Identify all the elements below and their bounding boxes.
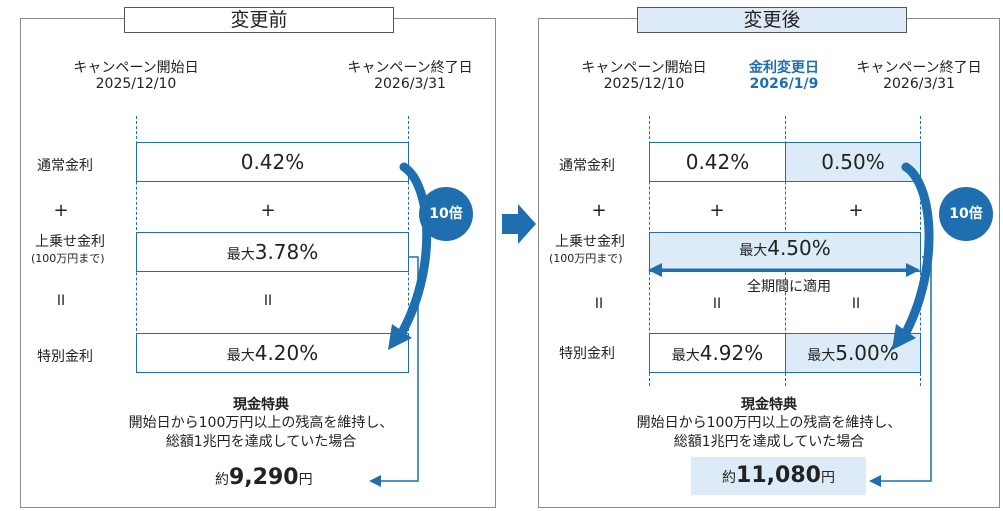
- before-special-rate-label: 特別金利: [37, 349, 93, 365]
- before-bonus-rate-label: 上乗せ金利: [35, 234, 105, 250]
- before-end-label: キャンペーン終了日: [347, 60, 473, 76]
- after-cash-bracket-arrow: [869, 256, 932, 487]
- after-equals-right: II: [851, 296, 861, 312]
- after-cash-amount-box: 約11,080円: [691, 457, 866, 495]
- after-whole-period-right-arrowhead-icon: [906, 263, 920, 277]
- before-special-rate-box: 最大4.20%: [136, 333, 409, 373]
- before-start-dashline: [136, 116, 137, 341]
- after-bonus-rate-value: 4.50%: [767, 236, 831, 260]
- after-special-rate-value-1: 4.92%: [699, 341, 764, 365]
- before-cash-desc-2: 総額1兆円を達成していた場合: [165, 434, 357, 450]
- after-start-label: キャンペーン開始日: [581, 60, 707, 76]
- after-plus-left: +: [591, 200, 607, 221]
- after-plus-mid: +: [709, 200, 725, 221]
- before-normal-rate-value: 0.42%: [240, 150, 305, 174]
- after-whole-period-label: 全期間に適用: [747, 279, 831, 295]
- before-cash-amount-line: 約9,290円: [215, 465, 313, 490]
- before-equals-left: II: [56, 293, 66, 309]
- before-special-max-prefix: 最大: [226, 348, 255, 364]
- before-end-date: 2026/3/31: [374, 76, 446, 92]
- after-normal-rate-box-2: 0.50%: [785, 142, 921, 182]
- after-bonus-rate-box: 最大4.50%: [649, 232, 921, 272]
- before-plus-left: +: [53, 200, 69, 221]
- after-end-date: 2026/3/31: [883, 76, 955, 92]
- after-change-date: 2026/1/9: [749, 76, 819, 92]
- after-equals-left: II: [594, 296, 604, 312]
- before-special-rate-value: 4.20%: [254, 341, 319, 365]
- after-change-label: 金利変更日: [749, 60, 819, 76]
- after-special-rate-box-1: 最大4.92%: [649, 333, 786, 373]
- after-cash-desc-1: 開始日から100万円以上の残高を維持し、: [636, 415, 902, 431]
- before-start-label: キャンペーン開始日: [73, 60, 199, 76]
- after-bonus-rate-note: (100万円まで): [549, 252, 623, 265]
- before-equals-mid: II: [263, 293, 273, 309]
- before-plus-mid: +: [260, 200, 276, 221]
- before-cash-approx: 約: [215, 472, 229, 488]
- before-bonus-max-prefix: 最大: [226, 247, 255, 263]
- after-end-label: キャンペーン終了日: [856, 60, 982, 76]
- after-bonus-max-prefix: 最大: [739, 243, 768, 259]
- after-whole-period-left-arrowhead-icon: [648, 263, 662, 277]
- after-normal-rate-value-2: 0.50%: [821, 150, 885, 174]
- before-multiplier-curve-arrow: [395, 162, 432, 341]
- after-normal-rate-box-1: 0.42%: [649, 142, 786, 182]
- after-cash-amount: 11,080: [736, 463, 821, 488]
- after-equals-mid: II: [712, 296, 722, 312]
- before-bonus-rate-value: 3.78%: [254, 240, 319, 264]
- before-title: 変更前: [124, 7, 394, 33]
- before-normal-rate-label: 通常金利: [37, 158, 93, 174]
- after-multiplier-badge: 10倍: [939, 187, 993, 241]
- before-bonus-rate-note: (100万円まで): [31, 252, 105, 265]
- after-cash-desc-2: 総額1兆円を達成していた場合: [673, 434, 865, 450]
- before-end-dashline: [408, 116, 409, 341]
- transition-arrow-icon: [502, 204, 536, 244]
- after-special-max-prefix-2: 最大: [807, 348, 836, 364]
- before-cash-yen: 円: [298, 472, 313, 488]
- before-cash-title: 現金特典: [233, 397, 289, 413]
- after-start-date: 2025/12/10: [603, 76, 685, 92]
- before-cash-bracket-arrow: [369, 256, 419, 487]
- after-cash-title: 現金特典: [741, 397, 797, 413]
- after-title: 変更後: [637, 7, 907, 33]
- before-normal-rate-box: 0.42%: [136, 142, 409, 182]
- after-normal-rate-value-1: 0.42%: [685, 150, 750, 174]
- after-normal-rate-label: 通常金利: [559, 158, 615, 174]
- before-cash-amount: 9,290: [229, 465, 299, 490]
- before-cash-desc-1: 開始日から100万円以上の残高を維持し、: [128, 415, 394, 431]
- before-panel: 変更前 キャンペーン開始日 2025/12/10 キャンペーン終了日 2026/…: [20, 7, 496, 508]
- after-cash-approx: 約: [722, 470, 737, 486]
- after-plus-right: +: [848, 200, 864, 221]
- before-multiplier-arrowhead-icon: [388, 324, 412, 350]
- after-special-max-prefix-1: 最大: [671, 348, 700, 364]
- after-multiplier-curve-arrow: [899, 162, 934, 341]
- before-start-date: 2025/12/10: [95, 76, 177, 92]
- after-bonus-rate-label: 上乗せ金利: [555, 234, 625, 250]
- after-multiplier-arrowhead-icon: [892, 324, 916, 350]
- after-special-rate-label: 特別金利: [559, 346, 615, 362]
- after-special-rate-value-2: 5.00%: [835, 341, 899, 365]
- after-cash-yen: 円: [820, 470, 835, 486]
- before-bonus-rate-box: 最大3.78%: [136, 232, 409, 272]
